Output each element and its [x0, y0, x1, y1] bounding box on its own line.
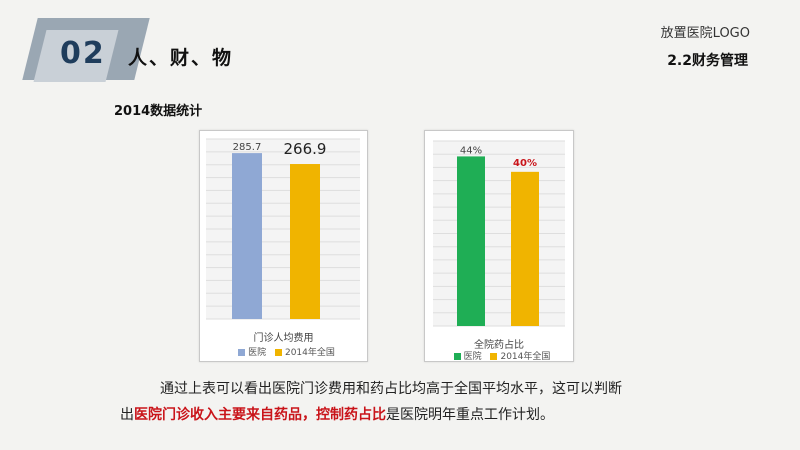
legend-label-hospital: 医院 [248, 348, 267, 358]
chart-legend: 医院 2014年全国 [425, 349, 573, 362]
bar-national [511, 171, 539, 326]
summary-suffix: 是医院明年重点工作计划。 [386, 407, 554, 423]
data-label-national: 40% [513, 158, 537, 169]
legend-label-hospital: 医院 [463, 352, 482, 362]
summary-highlight-drug-income: 医院门诊收入主要来自药品 [134, 407, 302, 423]
summary-separator: ， [302, 407, 316, 423]
logo-placeholder: 放置医院LOGO [660, 26, 750, 41]
summary-highlight-control-ratio: 控制药占比 [316, 407, 386, 423]
legend-swatch-hospital [238, 349, 246, 356]
chart-drug-ratio: 44% 40% [433, 140, 565, 327]
legend-swatch-hospital [453, 353, 461, 360]
legend-swatch-national [490, 353, 498, 360]
chart-panel-drug-ratio: 44% 40% 全院药占比 医院 2014年全国 [424, 130, 574, 362]
bar-hospital [232, 153, 262, 319]
data-label-hospital: 285.7 [233, 142, 262, 153]
data-label-hospital: 44% [460, 145, 482, 156]
legend-swatch-national [274, 349, 282, 356]
legend-label-national: 2014年全国 [500, 352, 551, 362]
chart-legend: 医院 2014年全国 [200, 345, 367, 358]
bar-hospital [457, 156, 485, 326]
section-number: 02 [60, 36, 106, 71]
chart-panel-outpatient-cost: 285.7 266.9 门诊人均费用 医院 2014年全国 [199, 130, 368, 362]
subsection-title: 2.2财务管理 [667, 53, 748, 69]
chart-category-label: 门诊人均费用 [253, 333, 314, 344]
data-label-national: 266.9 [284, 140, 327, 158]
chart-outpatient-cost: 285.7 266.9 [206, 138, 360, 320]
legend-label-national: 2014年全国 [284, 348, 335, 358]
bar-national [290, 164, 320, 319]
summary-line-1: 通过上表可以看出医院门诊费用和药占比均高于全国平均水平，这可以判断 [160, 381, 622, 397]
section-title: 人、财、物 [128, 47, 234, 69]
chart-category-label: 全院药占比 [474, 340, 524, 351]
summary-prefix: 出 [120, 407, 134, 423]
summary-line-2: 出医院门诊收入主要来自药品，控制药占比是医院明年重点工作计划。 [120, 404, 720, 424]
stats-title: 2014数据统计 [114, 104, 203, 119]
